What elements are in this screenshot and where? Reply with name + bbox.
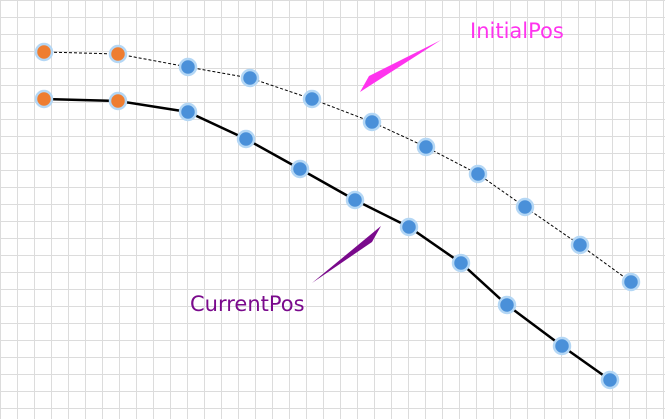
- initial-free-node-4: [240, 68, 260, 88]
- current-fixed-node-1: [34, 89, 54, 109]
- initial-fixed-node-2: [108, 44, 128, 64]
- current-free-node-5: [290, 159, 310, 179]
- chains-layer: [34, 42, 641, 390]
- current-free-node-9: [497, 295, 517, 315]
- current-chain-line: [43, 97, 611, 382]
- current-free-node-11: [600, 370, 620, 390]
- initial-pos-label: InitialPos: [470, 19, 564, 43]
- current-free-node-10: [552, 336, 572, 356]
- initial-free-node-7: [416, 137, 436, 157]
- initial-free-node-3: [178, 57, 198, 77]
- initial-pointer-arrow: [360, 40, 441, 92]
- initial-chain-line: [43, 51, 632, 283]
- current-free-node-3: [178, 102, 198, 122]
- current-free-node-6: [345, 190, 365, 210]
- current-pos-label: CurrentPos: [190, 292, 305, 316]
- current-chain: [34, 89, 620, 390]
- current-free-node-8: [451, 253, 471, 273]
- initial-free-node-8: [468, 164, 488, 184]
- current-pointer-arrow: [312, 226, 381, 283]
- current-fixed-node-2: [108, 91, 128, 111]
- current-free-node-7: [399, 217, 419, 237]
- initial-free-node-11: [621, 272, 641, 292]
- initial-chain: [34, 42, 641, 292]
- initial-free-node-10: [570, 235, 590, 255]
- initial-free-node-5: [302, 89, 322, 109]
- initial-free-node-9: [515, 197, 535, 217]
- arrows-layer: [312, 40, 441, 283]
- initial-free-node-6: [362, 112, 382, 132]
- initial-fixed-node-1: [34, 42, 54, 62]
- current-free-node-4: [236, 129, 256, 149]
